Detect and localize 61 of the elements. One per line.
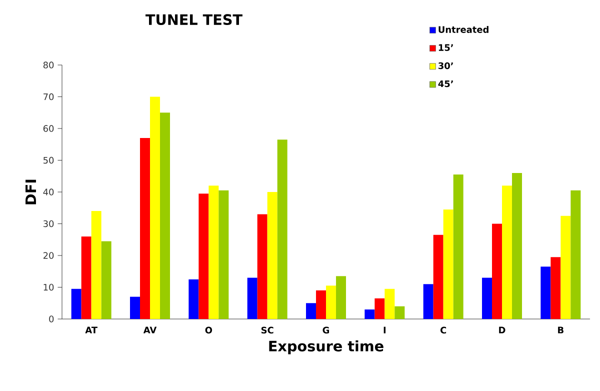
bar — [218, 190, 229, 319]
bar — [267, 192, 278, 319]
bar — [550, 257, 561, 319]
bar — [150, 96, 160, 319]
x-tick-label: G — [322, 326, 330, 334]
y-tick-label: 80 — [43, 62, 54, 68]
bar — [374, 298, 385, 319]
bar — [140, 138, 150, 319]
y-tick-label: 30 — [44, 220, 54, 228]
bar — [453, 174, 464, 319]
bar — [188, 279, 199, 319]
bar — [433, 234, 444, 319]
x-tick-label: I — [384, 326, 386, 334]
chart-title: TUNEL TEST — [146, 14, 242, 26]
y-tick-label: 40 — [43, 188, 54, 196]
legend-label: 30’ — [438, 62, 453, 70]
legend-label: 45’ — [438, 80, 453, 88]
bar — [130, 296, 140, 319]
bar — [247, 278, 258, 319]
bar — [560, 216, 571, 319]
bar — [336, 276, 346, 319]
x-tick-label: B — [558, 326, 564, 334]
x-tick-label: D — [499, 326, 506, 334]
bar — [326, 286, 336, 319]
bar — [208, 186, 219, 319]
bar — [306, 303, 316, 319]
x-tick-label: O — [205, 326, 212, 334]
bar — [198, 194, 209, 319]
y-tick-label: 50 — [44, 156, 54, 164]
bar — [540, 266, 551, 319]
bar — [81, 236, 92, 319]
bar — [277, 140, 288, 319]
y-tick-label: 70 — [44, 93, 54, 100]
bar — [492, 224, 502, 319]
y-tick-label: 20 — [43, 252, 54, 259]
x-tick-label: SC — [261, 326, 274, 334]
y-axis-title: DFI — [26, 180, 36, 204]
bar — [443, 209, 454, 319]
y-tick-label: 60 — [43, 125, 54, 132]
bar — [394, 306, 405, 319]
bar — [257, 214, 268, 319]
bar — [423, 284, 434, 319]
legend-label: 15’ — [438, 44, 453, 51]
legend-label: Untreated — [438, 26, 488, 33]
bar — [91, 211, 102, 319]
bar — [71, 288, 82, 319]
x-tick-label: AV — [143, 326, 157, 334]
x-tick-label: C — [440, 326, 446, 334]
bar — [502, 186, 512, 319]
bar — [364, 309, 375, 319]
y-tick-label: 0 — [49, 316, 54, 322]
bar — [316, 290, 326, 319]
bar — [101, 241, 112, 319]
y-tick-label: 10 — [44, 284, 54, 291]
x-tick-label: AT — [85, 326, 98, 334]
bar — [482, 278, 492, 319]
x-axis-title: Exposure time — [269, 340, 384, 354]
bar — [160, 112, 170, 319]
bar — [384, 288, 395, 319]
bar — [512, 172, 522, 319]
bar — [570, 190, 581, 319]
